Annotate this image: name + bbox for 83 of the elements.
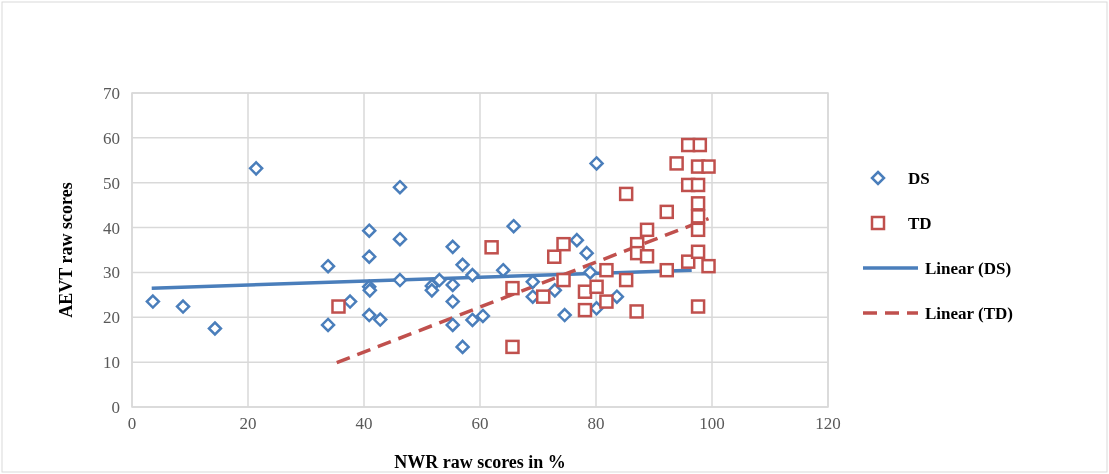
- point: [455, 257, 470, 273]
- point: [145, 294, 161, 309]
- point: [342, 294, 358, 309]
- point: [392, 272, 408, 288]
- point: [556, 272, 571, 288]
- point: [692, 137, 708, 153]
- point: [361, 307, 377, 323]
- x-tick-label: 80: [587, 414, 605, 433]
- point: [361, 223, 377, 238]
- point: [445, 239, 460, 255]
- point: [690, 177, 706, 193]
- x-axis-title: NWR raw scores in %: [394, 452, 566, 472]
- point: [557, 307, 572, 323]
- point: [505, 339, 520, 355]
- point: [639, 222, 655, 238]
- y-tick-label: 60: [103, 128, 120, 148]
- point: [629, 304, 644, 319]
- x-tick-label: 60: [471, 414, 489, 433]
- legend-label: TD: [908, 214, 932, 233]
- x-tick-label: 100: [699, 414, 725, 433]
- point: [680, 254, 696, 269]
- y-tick-label: 50: [103, 173, 120, 193]
- point: [701, 258, 716, 274]
- point: [582, 265, 598, 280]
- point: [599, 262, 614, 278]
- y-tick-label: 0: [111, 398, 120, 417]
- point: [506, 218, 521, 234]
- point: [465, 267, 480, 283]
- point: [690, 209, 706, 224]
- point: [445, 294, 460, 309]
- legend-label: DS: [908, 169, 930, 188]
- point: [392, 231, 408, 247]
- point: [392, 179, 408, 195]
- y-tick-label: 40: [103, 218, 120, 238]
- point: [618, 272, 634, 288]
- point: [361, 249, 377, 264]
- point: [690, 244, 706, 260]
- point: [599, 294, 614, 309]
- point: [569, 232, 585, 248]
- point: [589, 279, 604, 295]
- y-tick-label: 20: [103, 308, 120, 328]
- point: [207, 321, 223, 336]
- point: [331, 299, 346, 314]
- point: [701, 159, 716, 174]
- point: [465, 312, 480, 328]
- x-tick-label: 20: [239, 414, 257, 433]
- point: [690, 299, 706, 314]
- point: [546, 249, 562, 264]
- point: [589, 156, 604, 171]
- point: [505, 280, 520, 296]
- y-tick-label: 70: [103, 84, 120, 103]
- point: [320, 317, 336, 333]
- point: [484, 240, 499, 255]
- point: [475, 308, 491, 324]
- y-axis-title: AEVT raw scores: [56, 182, 76, 318]
- point: [445, 317, 460, 333]
- point: [175, 299, 191, 314]
- point: [547, 283, 563, 298]
- legend-label: Linear (TD): [925, 304, 1013, 323]
- point: [362, 283, 378, 298]
- point: [445, 277, 460, 293]
- point: [639, 249, 655, 264]
- point: [690, 222, 706, 238]
- y-tick-label: 30: [103, 263, 120, 283]
- legend-label: Linear (DS): [925, 259, 1012, 278]
- point: [669, 156, 684, 171]
- y-tick-label: 10: [103, 353, 120, 373]
- point: [432, 272, 447, 288]
- x-tick-label: 120: [815, 414, 841, 433]
- point: [424, 283, 440, 298]
- point: [659, 204, 675, 220]
- point: [577, 302, 593, 318]
- point: [535, 289, 551, 304]
- point: [248, 161, 264, 176]
- point: [372, 312, 388, 327]
- point: [455, 339, 470, 355]
- point: [320, 258, 336, 274]
- point: [618, 186, 634, 202]
- point: [556, 236, 571, 252]
- point: [579, 245, 594, 261]
- point: [659, 262, 675, 278]
- x-tick-label: 0: [127, 414, 137, 433]
- x-tick-label: 40: [355, 414, 373, 433]
